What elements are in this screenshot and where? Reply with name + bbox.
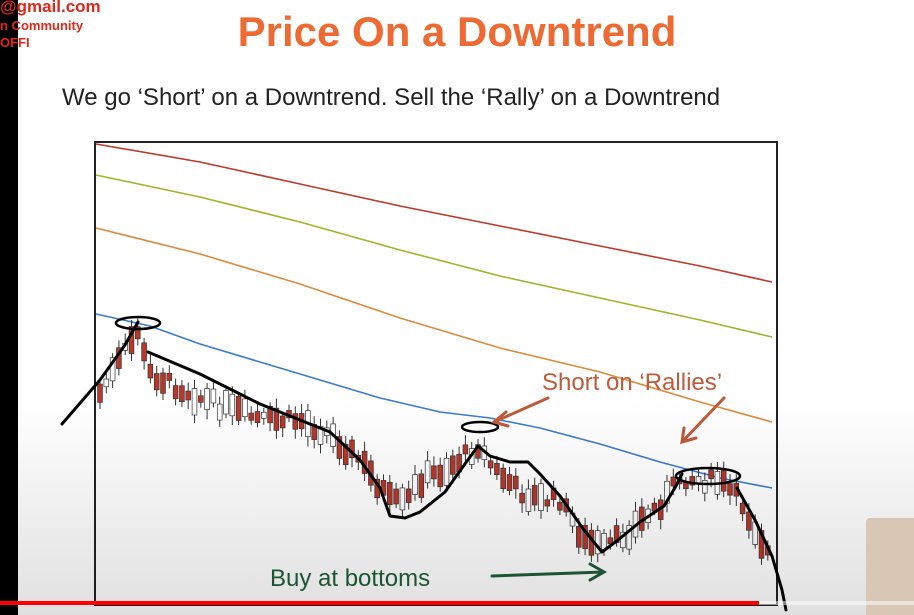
candle-body [147,363,154,379]
watermark-email: @gmail.com [0,0,101,16]
candle-body [689,476,695,486]
candle-body [399,487,406,511]
video-progress-fill[interactable] [0,601,759,605]
candle-body [166,373,173,381]
candle-body [557,501,563,511]
candle-body [601,533,607,550]
candle-body [179,385,185,402]
candle-body [198,395,204,403]
candle-body [494,462,500,476]
candle-body [531,485,538,506]
candle-body [487,460,494,469]
candle-body [273,407,280,431]
candle-body [248,412,254,421]
short-rallies-label: Short on ‘Rallies’ [542,369,722,396]
watermark-official: OFFI [0,35,30,50]
ma-line-red [95,143,773,283]
peak-circle-2 [460,420,500,434]
candle-body [292,413,299,430]
ma-line-blue [95,313,773,489]
candle-body [216,403,223,421]
candle-body [405,488,412,503]
trend-line-main [146,350,684,554]
candle-body [500,467,506,490]
candle-body [513,475,519,490]
candle-body [525,488,532,512]
candle-body [544,499,551,507]
candle-body [254,411,261,423]
candle-body [342,443,349,466]
candle-body [462,444,469,455]
candle-body [336,436,343,459]
video-left-border [0,0,18,615]
candle-body [538,483,544,511]
candle-body [393,488,399,505]
candle-body [607,537,614,545]
candle-body [185,390,191,401]
price-chart-frame [94,141,778,606]
candle-body [317,426,324,445]
buy-bottoms-label: Buy at bottoms [270,565,430,592]
candle-body [739,502,746,515]
trend-line-right [735,486,788,612]
candle-body [424,460,431,484]
candle-body [418,473,425,498]
candle-body [519,492,525,504]
candle-body [443,457,450,486]
candle-body [141,342,147,362]
candle-body [109,357,116,382]
candle-body [708,469,714,480]
candle-body [135,326,141,340]
candle-body [172,385,179,400]
short-arrow-right [680,396,726,445]
candle-body [576,526,582,548]
candle-body [450,455,456,475]
candle-body [387,482,393,506]
candle-body [153,373,160,391]
peak-circle-1 [114,315,162,331]
ma-line-orange [95,227,773,423]
candle-body [720,470,727,492]
candle-body [582,525,588,549]
candle-body [620,531,626,549]
candle-body [412,474,418,495]
candle-body [229,393,236,417]
candle-body [160,372,166,394]
candle-body [670,476,677,487]
candle-body [267,405,273,424]
candle-body [431,465,437,480]
candle-body [204,388,210,411]
buy-arrow [490,562,608,582]
candle-body [695,476,702,484]
slide-subtitle: We go ‘Short’ on a Downtrend. Sell the ‘… [62,84,721,111]
candle-body [191,388,198,416]
candle-body [279,415,286,429]
candle-body [727,483,733,496]
candle-body [437,464,443,488]
slide-title: Price On a Downtrend [237,8,677,55]
candle-body [97,383,103,403]
candlesticks [97,316,771,565]
ma-line-green [95,174,773,338]
candle-body [702,480,708,494]
candle-body [223,390,229,415]
candle-body [626,525,632,550]
candle-body [242,398,248,418]
short-arrow-left [490,396,550,428]
peak-circle-3 [674,466,742,486]
candle-body [103,378,110,388]
trend-line-left [60,320,140,426]
watermark-community: n Community [0,18,84,33]
candle-body [506,474,513,491]
candle-body [235,395,242,421]
candle-body [210,388,217,404]
candle-body [261,411,267,419]
video-preview-thumbnail[interactable] [866,518,914,615]
